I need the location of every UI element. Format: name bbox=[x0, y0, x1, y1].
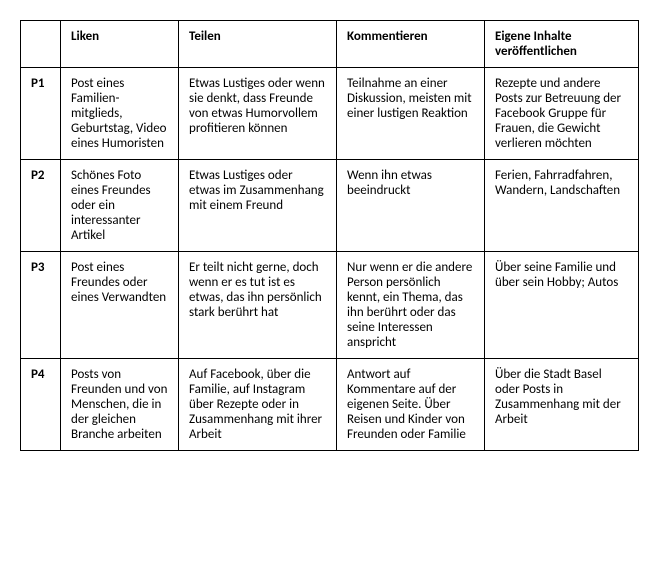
header-blank bbox=[21, 21, 61, 68]
social-media-behavior-table: Liken Teilen Kommentieren Eigene Inhalte… bbox=[20, 20, 639, 451]
cell-liken: Post eines Freundes oder eines Verwandte… bbox=[61, 252, 179, 359]
cell-liken: Schönes Foto eines Freundes oder ein int… bbox=[61, 160, 179, 252]
cell-liken: Posts von Freunden und von Menschen, die… bbox=[61, 359, 179, 451]
cell-teilen: Etwas Lustiges oder etwas im Zusammenhan… bbox=[179, 160, 337, 252]
table-header-row: Liken Teilen Kommentieren Eigene Inhalte… bbox=[21, 21, 639, 68]
cell-teilen: Etwas Lustiges oder wenn sie denkt, dass… bbox=[179, 68, 337, 160]
cell-eigene-inhalte: Ferien, Fahrradfahren, Wandern, Landscha… bbox=[485, 160, 639, 252]
table-row: P2 Schönes Foto eines Freundes oder ein … bbox=[21, 160, 639, 252]
cell-eigene-inhalte: Über die Stadt Basel oder Posts in Zusam… bbox=[485, 359, 639, 451]
header-kommentieren: Kommentieren bbox=[337, 21, 485, 68]
row-id: P4 bbox=[21, 359, 61, 451]
cell-kommentieren: Teilnahme an einer Diskussion, meisten m… bbox=[337, 68, 485, 160]
row-id: P1 bbox=[21, 68, 61, 160]
header-eigene-inhalte: Eigene Inhalte veröffentlichen bbox=[485, 21, 639, 68]
cell-kommentieren: Wenn ihn etwas beeindruckt bbox=[337, 160, 485, 252]
cell-teilen: Auf Facebook, über die Familie, auf Inst… bbox=[179, 359, 337, 451]
cell-eigene-inhalte: Rezepte und andere Posts zur Betreuung d… bbox=[485, 68, 639, 160]
cell-kommentieren: Antwort auf Kommentare auf der eigenen S… bbox=[337, 359, 485, 451]
header-liken: Liken bbox=[61, 21, 179, 68]
header-teilen: Teilen bbox=[179, 21, 337, 68]
table-row: P3 Post eines Freundes oder eines Verwan… bbox=[21, 252, 639, 359]
cell-kommentieren: Nur wenn er die andere Person persönlich… bbox=[337, 252, 485, 359]
table-row: P4 Posts von Freunden und von Menschen, … bbox=[21, 359, 639, 451]
row-id: P2 bbox=[21, 160, 61, 252]
cell-eigene-inhalte: Über seine Familie und über sein Hobby; … bbox=[485, 252, 639, 359]
cell-liken: Post eines Familien-mitglieds, Geburtsta… bbox=[61, 68, 179, 160]
row-id: P3 bbox=[21, 252, 61, 359]
table-row: P1 Post eines Familien-mitglieds, Geburt… bbox=[21, 68, 639, 160]
cell-teilen: Er teilt nicht gerne, doch wenn er es tu… bbox=[179, 252, 337, 359]
